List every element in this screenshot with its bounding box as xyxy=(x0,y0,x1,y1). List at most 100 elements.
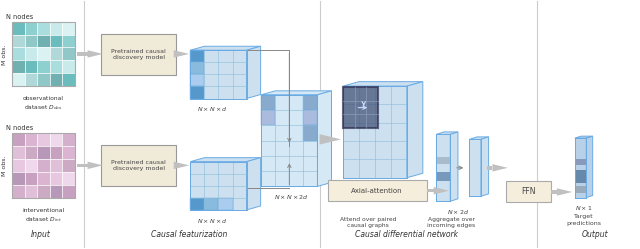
Text: Axial-attention: Axial-attention xyxy=(351,188,403,194)
Bar xyxy=(50,159,62,172)
Bar xyxy=(50,172,62,185)
Polygon shape xyxy=(575,138,586,197)
Bar xyxy=(12,48,25,60)
Text: Pretrained causal
discovery model: Pretrained causal discovery model xyxy=(111,49,166,60)
Bar xyxy=(77,52,88,56)
Polygon shape xyxy=(407,82,423,178)
Bar xyxy=(190,86,204,99)
Text: Causal featurization: Causal featurization xyxy=(151,230,227,239)
Polygon shape xyxy=(88,162,103,169)
Bar xyxy=(62,35,75,48)
FancyBboxPatch shape xyxy=(101,145,176,186)
Bar xyxy=(37,146,50,159)
Text: $N\times 2d$: $N\times 2d$ xyxy=(447,208,470,216)
Bar xyxy=(37,48,50,60)
Polygon shape xyxy=(88,50,103,58)
Polygon shape xyxy=(343,82,423,86)
Bar xyxy=(25,172,37,185)
Polygon shape xyxy=(492,164,508,172)
Bar xyxy=(37,35,50,48)
Bar xyxy=(25,48,37,60)
Bar xyxy=(25,73,37,86)
Text: observational
dataset $D_{obs}$: observational dataset $D_{obs}$ xyxy=(23,96,64,112)
Bar xyxy=(12,146,25,159)
Bar xyxy=(62,172,75,185)
Text: $N\times N\times 2d$: $N\times N\times 2d$ xyxy=(274,193,308,201)
Polygon shape xyxy=(451,132,458,201)
FancyBboxPatch shape xyxy=(101,34,176,75)
Text: N nodes: N nodes xyxy=(6,14,33,20)
Bar xyxy=(50,22,62,35)
Polygon shape xyxy=(469,137,488,139)
Bar xyxy=(37,22,50,35)
Bar xyxy=(487,166,492,170)
Bar xyxy=(303,110,317,125)
Bar xyxy=(25,185,37,197)
Polygon shape xyxy=(319,134,341,145)
Bar xyxy=(261,95,275,110)
Bar xyxy=(218,198,232,210)
Polygon shape xyxy=(261,91,332,95)
Bar xyxy=(190,50,204,62)
Bar xyxy=(12,22,25,35)
Bar xyxy=(37,133,50,146)
Bar xyxy=(25,22,37,35)
Polygon shape xyxy=(246,158,260,210)
Bar xyxy=(12,35,25,48)
Bar xyxy=(204,198,218,210)
Polygon shape xyxy=(190,162,246,210)
Bar xyxy=(12,159,25,172)
Bar xyxy=(62,73,75,86)
Bar xyxy=(575,187,586,192)
Text: $N\times 1$: $N\times 1$ xyxy=(575,204,593,212)
Bar xyxy=(37,73,50,86)
Bar xyxy=(50,60,62,73)
Polygon shape xyxy=(190,46,260,50)
Bar xyxy=(62,185,75,197)
Bar xyxy=(190,198,204,210)
Text: Input: Input xyxy=(30,230,50,239)
Bar xyxy=(77,164,88,167)
Bar xyxy=(37,60,50,73)
Bar xyxy=(37,185,50,197)
Bar xyxy=(436,172,451,182)
Polygon shape xyxy=(481,137,488,196)
Polygon shape xyxy=(173,162,189,169)
Bar xyxy=(427,189,434,192)
Bar xyxy=(25,146,37,159)
Bar xyxy=(12,172,25,185)
Text: FFN: FFN xyxy=(522,187,536,196)
Polygon shape xyxy=(190,50,246,99)
Text: interventional
dataset $D_{int}$: interventional dataset $D_{int}$ xyxy=(22,208,65,224)
Bar xyxy=(303,95,317,110)
Polygon shape xyxy=(469,139,481,196)
Polygon shape xyxy=(434,187,449,194)
FancyBboxPatch shape xyxy=(506,182,551,202)
Bar xyxy=(25,133,37,146)
Bar xyxy=(575,159,586,165)
Bar xyxy=(62,133,75,146)
Bar xyxy=(319,137,322,142)
Bar xyxy=(62,159,75,172)
Bar xyxy=(50,35,62,48)
Bar xyxy=(551,190,557,194)
Text: Aggregate over
incoming edges: Aggregate over incoming edges xyxy=(428,217,476,228)
Bar xyxy=(12,73,25,86)
Bar xyxy=(50,133,62,146)
Bar xyxy=(62,146,75,159)
Polygon shape xyxy=(317,91,332,187)
Polygon shape xyxy=(173,50,189,58)
Bar xyxy=(12,185,25,197)
Text: $N\times N\times d$: $N\times N\times d$ xyxy=(197,105,228,113)
Bar xyxy=(37,172,50,185)
Bar xyxy=(12,133,25,146)
Text: Attend over paired
causal graphs: Attend over paired causal graphs xyxy=(340,217,396,228)
Bar xyxy=(50,146,62,159)
Bar xyxy=(62,60,75,73)
Text: Pretrained causal
discovery model: Pretrained causal discovery model xyxy=(111,160,166,171)
Polygon shape xyxy=(575,136,593,138)
Polygon shape xyxy=(190,158,260,162)
Bar xyxy=(436,157,451,164)
Polygon shape xyxy=(557,188,572,196)
Bar xyxy=(303,125,317,141)
